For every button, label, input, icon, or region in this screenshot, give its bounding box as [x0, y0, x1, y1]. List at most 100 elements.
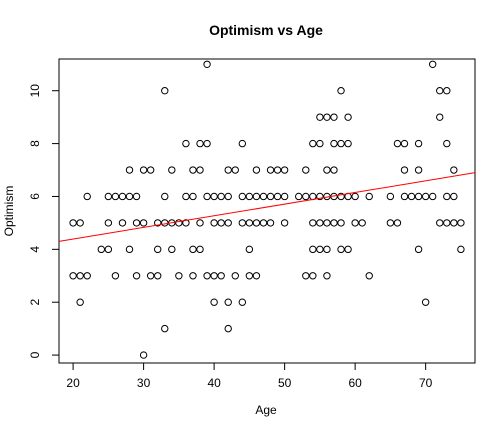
data-point: [245, 245, 254, 254]
data-point: [210, 192, 218, 201]
data-point: [450, 219, 458, 227]
data-point: [443, 139, 451, 148]
data-point: [245, 192, 254, 201]
data-point: [337, 87, 345, 95]
data-point: [76, 219, 84, 227]
data-point: [83, 192, 91, 201]
data-point: [428, 192, 437, 201]
data-point: [224, 192, 232, 201]
data-point: [196, 245, 204, 254]
data-point: [146, 272, 155, 280]
data-point: [203, 139, 211, 148]
y-tick-label: 4: [28, 246, 42, 253]
data-point: [217, 192, 225, 201]
data-point: [316, 139, 324, 148]
data-point: [400, 166, 409, 174]
data-point: [217, 272, 225, 280]
data-point: [443, 87, 451, 95]
data-point: [125, 245, 134, 254]
y-tick-label: 0: [28, 351, 42, 358]
data-point: [344, 245, 352, 254]
data-point: [414, 245, 423, 254]
data-point: [344, 139, 352, 148]
data-point: [231, 272, 239, 280]
data-point: [161, 219, 169, 227]
data-point: [224, 219, 232, 227]
data-point: [266, 166, 275, 174]
data-point: [428, 60, 437, 68]
data-point: [273, 192, 282, 201]
data-point: [323, 245, 331, 254]
data-point: [224, 298, 232, 306]
data-point: [365, 272, 373, 280]
data-point: [323, 272, 331, 280]
data-point: [443, 192, 451, 201]
data-point: [154, 245, 162, 254]
data-point: [118, 192, 127, 201]
data-point: [189, 245, 197, 254]
data-point: [125, 166, 134, 174]
data-point: [309, 219, 317, 227]
data-point: [210, 272, 218, 280]
data-point: [245, 219, 254, 227]
data-point: [238, 298, 247, 306]
data-point: [175, 272, 183, 280]
data-point: [351, 219, 359, 227]
data-point: [76, 298, 84, 306]
data-point: [316, 245, 324, 254]
data-point: [210, 219, 218, 227]
data-point: [132, 272, 141, 280]
data-points: [69, 60, 465, 359]
data-point: [118, 219, 127, 227]
data-point: [421, 192, 430, 201]
data-point: [450, 192, 458, 201]
data-point: [224, 324, 232, 333]
data-point: [125, 192, 134, 201]
data-point: [421, 298, 430, 306]
data-point: [252, 192, 261, 201]
data-point: [280, 219, 289, 227]
data-point: [182, 219, 190, 227]
data-point: [393, 139, 402, 148]
data-point: [104, 192, 113, 201]
x-tick-label: 20: [66, 376, 80, 390]
data-point: [189, 192, 197, 201]
data-point: [344, 113, 352, 121]
data-point: [414, 166, 423, 174]
data-point: [266, 192, 275, 201]
data-point: [203, 272, 211, 280]
data-point: [154, 219, 162, 227]
data-point: [323, 219, 331, 227]
data-point: [259, 219, 268, 227]
data-point: [203, 60, 211, 68]
data-point: [266, 219, 275, 227]
regression-line: [58, 172, 476, 242]
data-point: [252, 166, 261, 174]
data-point: [154, 272, 162, 280]
data-point: [330, 113, 338, 121]
data-point: [302, 166, 310, 174]
data-point: [450, 166, 458, 174]
x-tick-label: 50: [278, 376, 292, 390]
data-point: [358, 219, 366, 227]
data-point: [189, 166, 197, 174]
data-point: [182, 192, 190, 201]
data-point: [323, 166, 331, 174]
data-point: [104, 219, 113, 227]
data-point: [309, 139, 317, 148]
data-point: [302, 272, 310, 280]
data-point: [146, 166, 155, 174]
data-point: [97, 245, 106, 254]
data-point: [386, 192, 395, 201]
plot-frame: [58, 58, 476, 364]
y-axis-label: Optimism: [2, 186, 16, 237]
data-point: [161, 192, 169, 201]
data-point: [182, 139, 190, 148]
data-point: [337, 245, 345, 254]
y-axis: 0 2 4 6 8 10: [28, 84, 59, 358]
data-point: [168, 245, 176, 254]
data-point: [457, 245, 465, 254]
data-point: [83, 272, 91, 280]
